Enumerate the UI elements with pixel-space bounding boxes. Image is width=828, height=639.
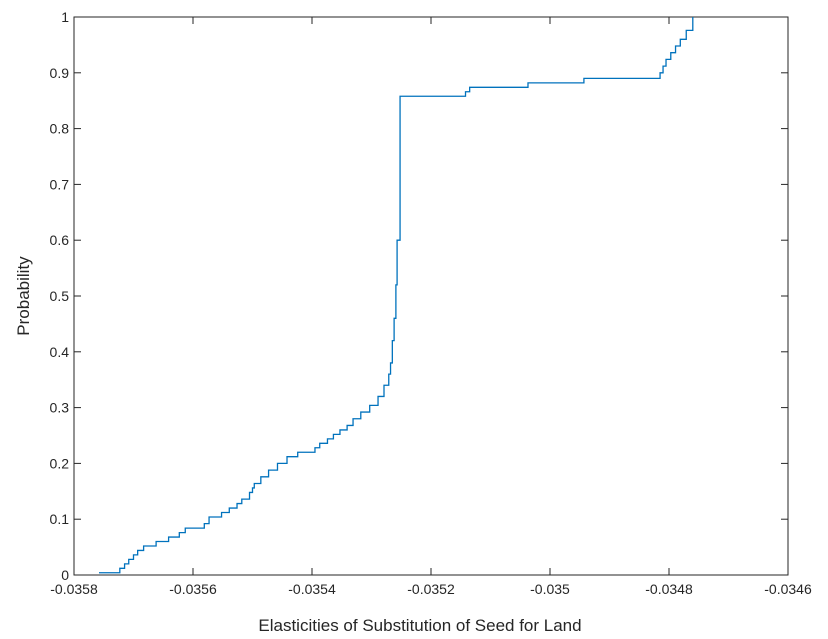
- y-tick-label: 1: [61, 9, 69, 25]
- axes-layer: -0.0358 -0.0356 -0.0354 -0.0352 -0.035 -0.034…: [50, 9, 812, 597]
- x-tick-label: -0.0352: [407, 581, 455, 597]
- y-tick-label: 0.1: [50, 511, 70, 527]
- y-tick-label: 0.6: [50, 232, 70, 248]
- series-line: [98, 17, 694, 574]
- y-tick-label: 0.3: [50, 400, 70, 416]
- y-tick-label: 0.5: [50, 288, 70, 304]
- series-layer: [98, 17, 694, 574]
- x-tick-label: -0.0354: [288, 581, 336, 597]
- x-tick-label: -0.035: [530, 581, 570, 597]
- x-tick-label: -0.0346: [764, 581, 812, 597]
- x-tick-label: -0.0348: [645, 581, 693, 597]
- y-tick-label: 0.9: [50, 65, 70, 81]
- y-tick-label: 0.7: [50, 176, 70, 192]
- y-tick-label: 0: [61, 567, 69, 583]
- y-tick-label: 0.8: [50, 121, 70, 137]
- plot-frame: [73, 16, 789, 576]
- x-axis-label: Elasticities of Substitution of Seed for…: [258, 616, 581, 635]
- y-axis-label: Probability: [14, 256, 33, 336]
- y-tick-label: 0.4: [50, 344, 70, 360]
- labels-layer: Elasticities of Substitution of Seed for…: [14, 256, 582, 635]
- x-tick-label: -0.0356: [169, 581, 217, 597]
- y-tick-label: 0.2: [50, 455, 70, 471]
- x-tick-label: -0.0358: [50, 581, 98, 597]
